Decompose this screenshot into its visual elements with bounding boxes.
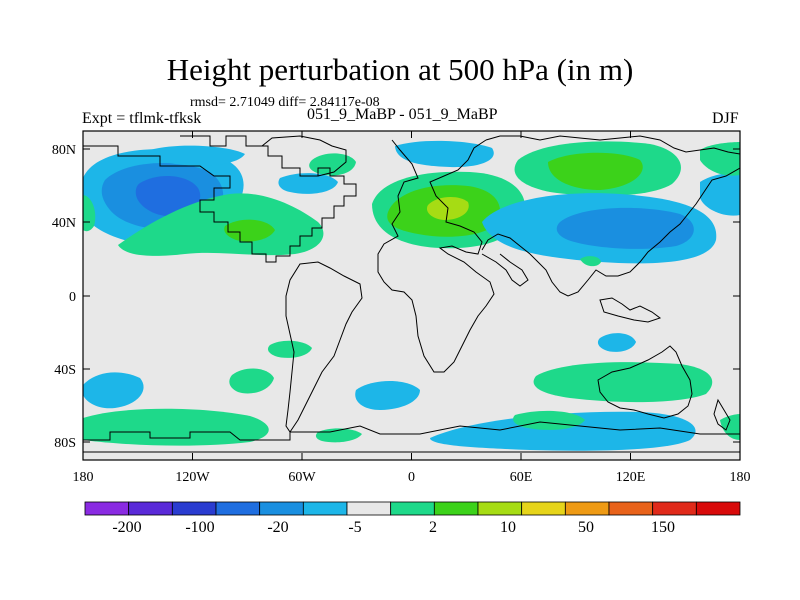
contour-pacific-northeast-blue	[149, 145, 245, 166]
colorbar-swatch	[433, 501, 479, 516]
coastline-australia	[597, 345, 693, 419]
contour-southern-indian-green	[533, 362, 713, 403]
contour-south-pacific-blue	[83, 372, 144, 409]
colorbar-swatch	[128, 501, 173, 516]
colorbar-swatch	[477, 501, 523, 516]
lon-tick-label: 0	[408, 470, 415, 485]
colorbar-label: -20	[267, 519, 288, 536]
colorbar-label: 10	[500, 519, 516, 536]
colorbar-swatch	[652, 501, 697, 516]
contour-south-pacific-green	[229, 368, 274, 394]
lon-tick-label: 180	[73, 470, 94, 485]
coastlines	[83, 135, 740, 453]
season-label: DJF	[712, 110, 739, 127]
contour-far-east-green	[700, 142, 740, 176]
colorbar-swatch	[608, 501, 654, 516]
lon-tick-label: 60E	[510, 470, 533, 485]
lat-tick-label: 40N	[52, 216, 76, 231]
coastline-southeast-asia	[599, 297, 662, 323]
coastline-europe-africa	[377, 139, 495, 373]
coastline-greenland	[261, 135, 347, 177]
lat-tick-label: 80N	[52, 143, 76, 158]
contour-arctic-blue	[395, 140, 494, 168]
lat-tick-label: 40S	[54, 363, 76, 378]
contour-fields	[83, 140, 740, 451]
lon-tick-label: 120E	[616, 470, 646, 485]
colorbar-swatch	[346, 501, 392, 516]
contour-indian-ocean-blue	[597, 333, 636, 352]
coastline-new-zealand	[713, 398, 731, 431]
contour-southern-ocean-blue-east	[430, 411, 696, 451]
colorbar-swatch	[564, 501, 610, 516]
contour-siberia-plus10	[548, 152, 643, 190]
stats-line: rmsd= 2.71049 diff= 2.84117e-08	[190, 95, 380, 110]
colorbar-swatch	[215, 501, 261, 516]
colorbar	[84, 501, 741, 516]
coastline-antarctica	[83, 421, 740, 441]
colorbar-swatch	[171, 501, 217, 516]
colorbar-swatch	[521, 501, 566, 516]
contour-southern-ocean-green-west	[83, 408, 269, 446]
colorbar-label: -100	[185, 519, 214, 536]
contour-south-atlantic-blue	[355, 381, 420, 410]
contour-north-america-plus10	[224, 219, 275, 242]
coastline-south-america	[285, 261, 363, 433]
colorbar-label: 150	[651, 519, 675, 536]
contour-north-atlantic-blue	[278, 173, 338, 194]
colorbar-labels: -200 -100 -20 -5 2 10 50 150	[112, 519, 675, 536]
colorbar-label: -200	[112, 519, 141, 536]
experiment-label: Expt = tflmk-tfksk	[82, 110, 202, 127]
colorbar-swatch	[84, 501, 130, 516]
colorbar-swatch	[259, 501, 304, 516]
lat-tick-label: 0	[69, 290, 76, 305]
lon-tick-label: 120W	[175, 470, 210, 485]
coastline-arabia	[481, 253, 529, 287]
contour-north-america-plus2	[118, 193, 324, 256]
contour-north-pacific-minus100	[135, 175, 201, 217]
colorbar-label: 50	[578, 519, 594, 536]
contour-southeast-asia-green	[580, 256, 601, 267]
coastline-north-america	[83, 135, 357, 263]
colorbar-swatch	[390, 501, 435, 516]
lon-tick-label: 180	[730, 470, 751, 485]
lat-tick-label: 80S	[54, 436, 76, 451]
colorbar-label: -5	[348, 519, 361, 536]
plot-title: Height perturbation at 500 hPa (in m)	[166, 52, 634, 87]
colorbar-swatch	[695, 501, 741, 516]
contour-alaska-green	[309, 153, 356, 176]
run-comparison-label: 051_9_MaBP - 051_9_MaBP	[307, 106, 498, 123]
colorbar-swatch	[302, 501, 348, 516]
contour-tropics-green	[267, 340, 312, 358]
longitude-axis: 180 120W 60W 0 60E 120E 180	[73, 131, 751, 485]
lon-tick-label: 60W	[288, 470, 316, 485]
latitude-axis: 80N 40N 0 40S 80S	[52, 143, 740, 451]
contour-asia-minus20	[556, 207, 694, 249]
colorbar-label: 2	[429, 519, 437, 536]
